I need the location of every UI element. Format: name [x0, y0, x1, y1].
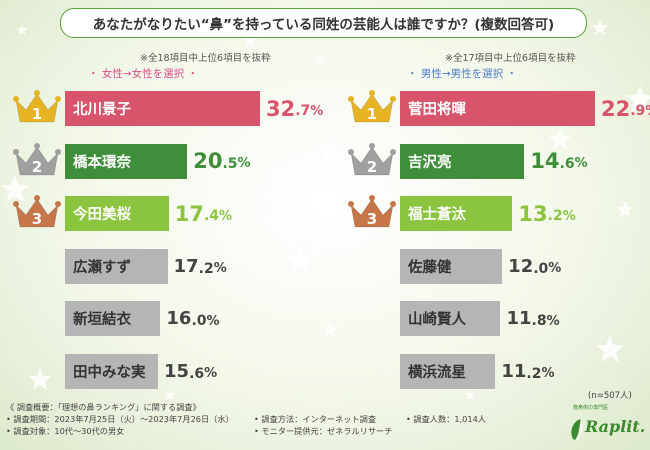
male-rank-3-crown-icon: 3 — [347, 193, 397, 233]
star-decoration — [616, 201, 634, 218]
male-value-label: 12.0% — [508, 255, 562, 277]
female-bar-label: 北川景子 — [73, 102, 131, 118]
male-value-label: 11.8% — [506, 308, 560, 329]
female-rank-1-crown-icon: 1 — [12, 88, 62, 128]
female-bar-2: 橋本環奈 — [65, 143, 188, 179]
male-bar-6: 横浜流星 — [400, 353, 496, 389]
survey-method: • 調査方法：インターネット調査 — [254, 414, 377, 424]
svg-text:2: 2 — [367, 158, 377, 176]
survey-count: • 調査人数：1,014人 — [406, 414, 486, 424]
female-value-label: 17.2% — [173, 255, 227, 277]
female-value-label: 15.6% — [164, 360, 218, 382]
male-bar-label: 佐藤健 — [408, 259, 452, 276]
svg-text:1: 1 — [32, 105, 42, 123]
male-bar-4: 佐藤健 — [400, 248, 503, 284]
male-bar-5: 山崎賢人 — [400, 301, 501, 336]
star-decoration — [16, 24, 28, 35]
star-decoration — [625, 85, 650, 113]
male-bar-3: 福士蒼汰 — [400, 196, 513, 231]
logo-name: Raplit. — [585, 417, 646, 436]
svg-text:3: 3 — [367, 210, 377, 228]
female-bar-label: 橋本環奈 — [73, 154, 131, 171]
female-rank-2-crown-icon: 2 — [12, 141, 62, 181]
chart-title: あなたがなりたい“鼻”を持っている同姓の芸能人は誰ですか？(複数回答可) — [60, 8, 587, 38]
svg-text:3: 3 — [32, 210, 42, 228]
male-value-label: 11.2% — [501, 360, 555, 382]
star-decoration — [164, 389, 176, 400]
male-bar-1: 菅田将暉 — [400, 91, 595, 126]
female-value-label: 16.0% — [166, 308, 220, 329]
raplit-logo-icon — [571, 418, 583, 441]
star-decoration — [285, 245, 315, 273]
female-bar-label: 今田美桜 — [73, 207, 131, 223]
female-bar-label: 広瀬すず — [73, 259, 131, 276]
star-decoration — [321, 321, 339, 338]
male-bar-label: 福士蒼汰 — [408, 207, 466, 223]
male-bar-2: 吉沢亮 — [400, 143, 525, 179]
female-filter-label: ・ 女性→女性を選択 ・ — [88, 68, 198, 80]
sample-size: (n=507人) — [588, 391, 632, 401]
female-bar-5: 新垣結衣 — [65, 301, 161, 336]
female-note: ※全18項目中上位6項目を抜粋 — [140, 53, 271, 64]
female-value-label: 20.5% — [193, 149, 251, 173]
female-bar-4: 広瀬すず — [65, 248, 168, 284]
male-value-label: 14.6% — [530, 149, 588, 173]
svg-text:1: 1 — [367, 105, 377, 123]
male-panel: ※全17項目中上位6項目を抜粋 ・ 男性→男性を選択 ・ 1 菅田将暉 22.9% 2… — [345, 48, 650, 393]
star-decoration — [464, 389, 476, 400]
male-value-label: 13.2% — [518, 201, 576, 226]
female-rank-3-crown-icon: 3 — [12, 193, 62, 233]
male-filter-label: ・ 男性→男性を選択 ・ — [407, 68, 517, 80]
female-value-label: 17.4% — [174, 201, 233, 226]
male-bar-label: 山崎賢人 — [408, 312, 466, 328]
male-bar-label: 菅田将暉 — [408, 102, 466, 118]
star-decoration — [241, 31, 259, 48]
female-bar-6: 田中みな実 — [65, 353, 159, 389]
female-bar-label: 田中みな実 — [73, 364, 146, 381]
male-bar-label: 吉沢亮 — [408, 154, 452, 171]
star-decoration — [548, 128, 572, 150]
svg-text:2: 2 — [32, 158, 42, 176]
male-value-label: 22.9% — [601, 96, 650, 121]
star-decoration — [318, 138, 342, 160]
female-bar-label: 新垣結衣 — [73, 312, 131, 328]
survey-target: • 調査対象：10代〜30代の男女 — [6, 426, 125, 436]
star-decoration — [0, 175, 30, 203]
male-note: ※全17項目中上位6項目を抜粋 — [445, 53, 576, 64]
female-value-label: 32.7% — [266, 96, 324, 121]
survey-overview: 《 調査概要：「理想の鼻ランキング」に関する調査》 — [6, 402, 201, 412]
survey-monitor: • モニター提供元：ゼネラルリサーチ — [254, 426, 393, 436]
star-decoration — [28, 368, 52, 390]
male-bar-label: 横浜流星 — [408, 364, 466, 381]
survey-period: • 調査期間：2023年7月25日（火）〜2023年7月26日（水） — [6, 414, 234, 424]
star-decoration — [591, 19, 609, 36]
female-panel: ※全18項目中上位6項目を抜粋 ・ 女性→女性を選択 ・ 1 北川景子 32.7% 2… — [10, 48, 323, 393]
star-decoration — [314, 54, 326, 65]
star-decoration — [595, 335, 625, 363]
male-rank-2-crown-icon: 2 — [347, 141, 397, 181]
male-rank-1-crown-icon: 1 — [347, 88, 397, 128]
logo-tagline: 隆鼻術の専門医 — [573, 405, 609, 411]
female-bar-3: 今田美桜 — [65, 196, 169, 231]
female-bar-1: 北川景子 — [65, 91, 260, 126]
